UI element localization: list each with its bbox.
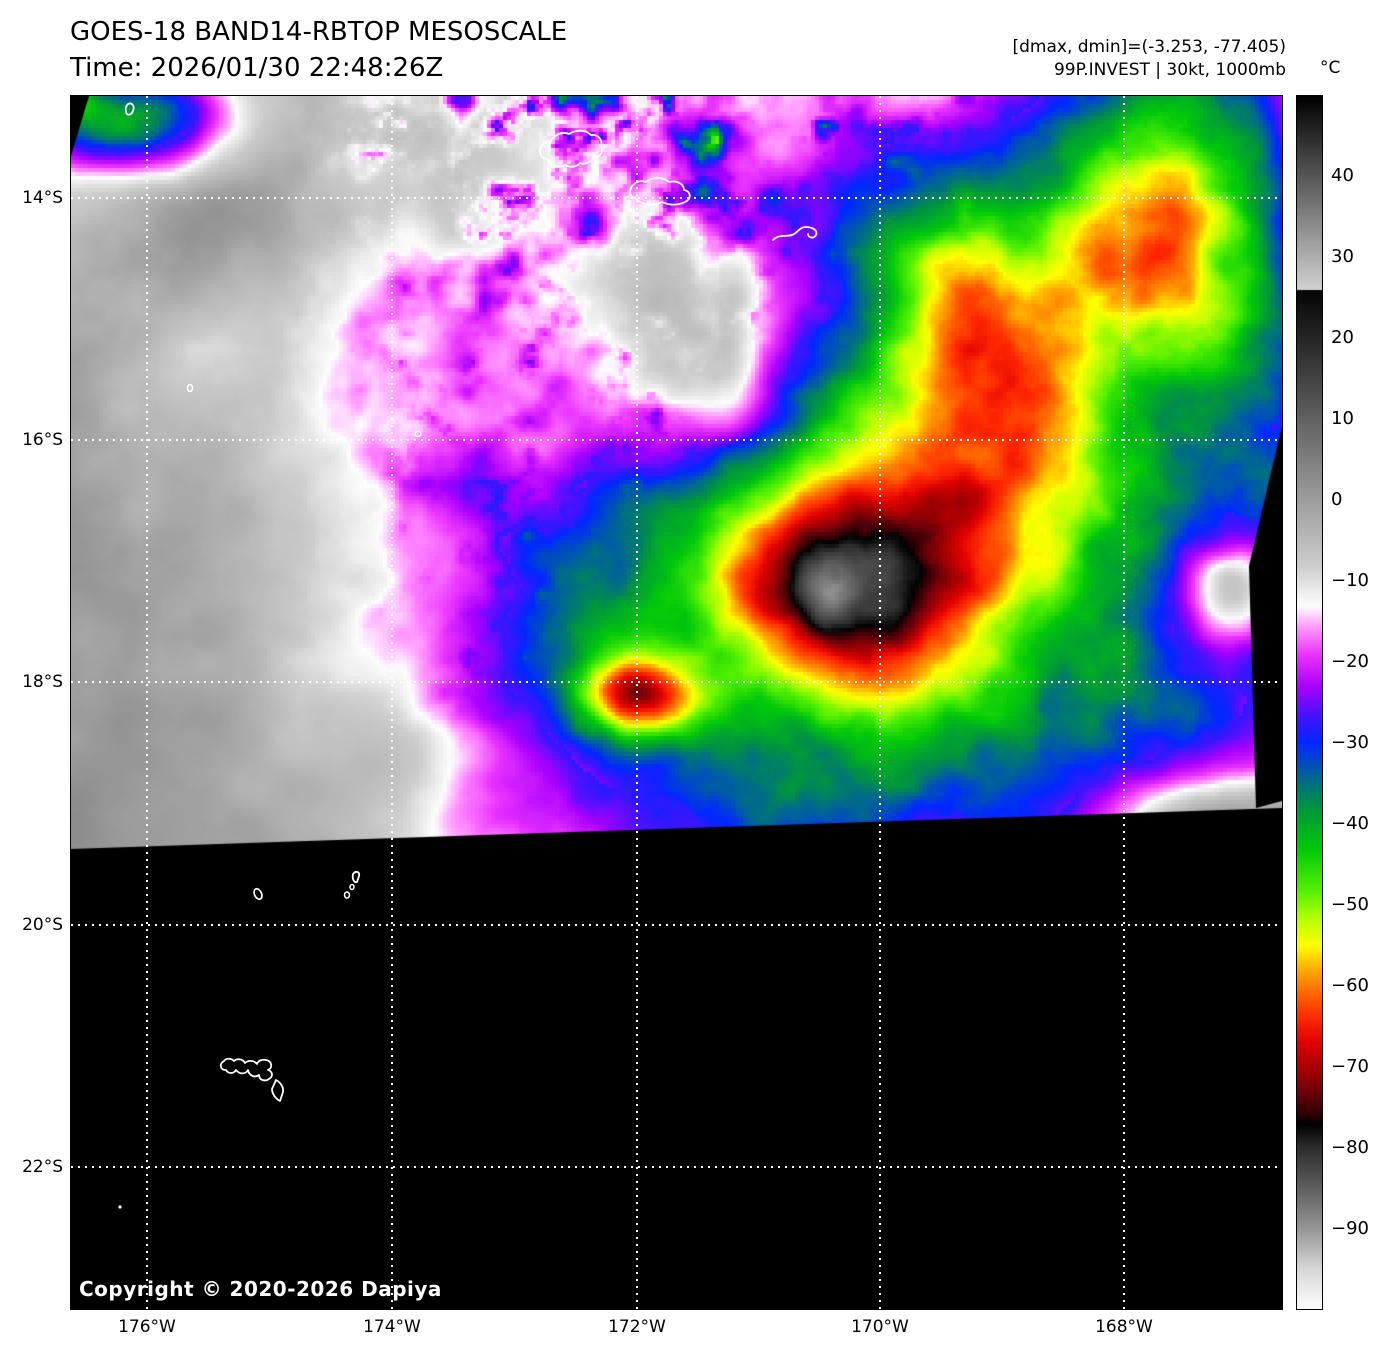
lon-tick-label: 176°W	[118, 1317, 176, 1337]
lon-tick-label: 172°W	[608, 1317, 666, 1337]
colorbar-unit-label: °C	[1320, 58, 1341, 78]
lat-tick-label: 16°S	[22, 430, 63, 450]
lat-tick-label: 18°S	[22, 672, 63, 692]
colorbar-tick-label: −70	[1331, 1056, 1369, 1077]
timestamp: Time: 2026/01/30 22:48:26Z	[70, 53, 444, 83]
dmax-dmin-readout: [dmax, dmin]=(-3.253, -77.405)	[1012, 37, 1287, 57]
colorbar-tick-label: 0	[1331, 489, 1343, 510]
lon-tick-label: 168°W	[1095, 1317, 1153, 1337]
lon-tick-label: 170°W	[851, 1317, 909, 1337]
lat-tick-label: 20°S	[22, 915, 63, 935]
colorbar-tick-label: 20	[1331, 327, 1354, 348]
map-panel: Copyright © 2020-2026 Dapiya	[70, 95, 1283, 1310]
satellite-imagery-canvas	[71, 96, 1282, 1309]
header-right: [dmax, dmin]=(-3.253, -77.405) 99P.INVES…	[1013, 36, 1287, 82]
colorbar-tick-label: −60	[1331, 975, 1369, 996]
page-title: GOES-18 BAND14-RBTOP MESOSCALE	[70, 17, 568, 47]
colorbar-tick-label: −50	[1331, 894, 1369, 915]
colorbar-tick-label: −20	[1331, 651, 1369, 672]
colorbar-tick-label: −10	[1331, 570, 1369, 591]
copyright-text: Copyright © 2020-2026 Dapiya	[79, 1277, 442, 1301]
colorbar-tick-label: 40	[1331, 165, 1354, 186]
storm-info: 99P.INVEST | 30kt, 1000mb	[1053, 60, 1286, 80]
colorbar-tick-label: −30	[1331, 732, 1369, 753]
colorbar-tick-label: −80	[1331, 1137, 1369, 1158]
title-block: GOES-18 BAND14-RBTOP MESOSCALE Time: 202…	[70, 14, 567, 86]
colorbar-tick-label: −40	[1331, 813, 1369, 834]
colorbar-tick-label: 30	[1331, 246, 1354, 267]
lon-tick-label: 174°W	[363, 1317, 421, 1337]
colorbar-tick-label: −90	[1331, 1218, 1369, 1239]
colorbar-tick-label: 10	[1331, 408, 1354, 429]
lat-tick-label: 14°S	[22, 188, 63, 208]
lat-tick-label: 22°S	[22, 1157, 63, 1177]
colorbar-canvas	[1296, 95, 1323, 1310]
